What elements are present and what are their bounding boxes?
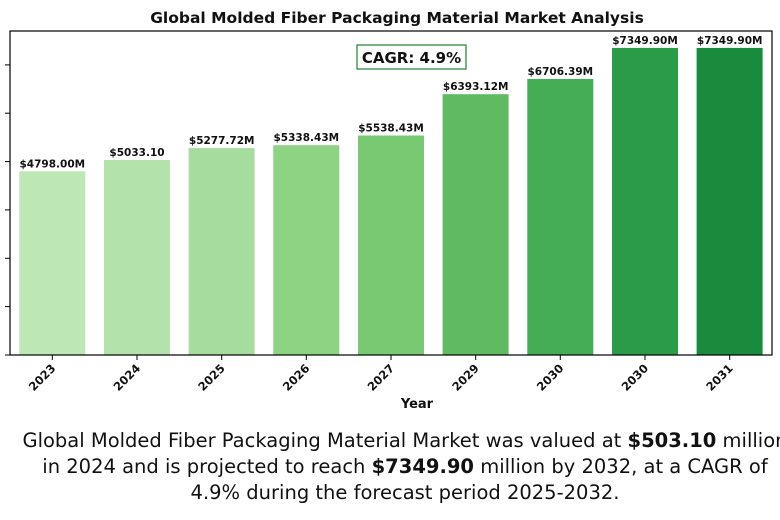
x-tick-label: 2026 — [280, 361, 313, 394]
bar-value-label: $6393.12M — [443, 81, 509, 93]
market-summary: Global Molded Fiber Packaging Material M… — [20, 428, 780, 506]
plot-frame — [9, 30, 773, 356]
bar-value-label: $5338.43M — [274, 132, 340, 144]
x-tick-label: 2025 — [195, 361, 228, 394]
x-tick-label: 2029 — [449, 361, 482, 394]
bar-2023-0 — [19, 171, 86, 355]
bar-2030-6 — [527, 79, 594, 355]
cagr-text: CAGR: 4.9% — [362, 49, 461, 67]
summary-value-2032: $7349.90 — [371, 455, 474, 478]
bar-value-label: $7349.90M — [612, 35, 678, 47]
bar-value-label: $5277.72M — [189, 135, 255, 147]
bar-value-label: $6706.39M — [528, 66, 594, 78]
bar-2025-2 — [188, 148, 255, 355]
x-axis-label: Year — [400, 397, 434, 412]
bar-value-label: $5033.10 — [109, 147, 164, 159]
bars-layer — [19, 47, 763, 356]
bar-2029-5 — [442, 94, 509, 355]
summary-text-2: million in 2024 and is projected to reac… — [42, 429, 780, 478]
bar-value-label: $5538.43M — [358, 123, 424, 135]
x-ticks-layer: 2023 2024 2025 2026 2027 2029 2030 2030 2031 — [26, 355, 736, 394]
x-tick-label: 2030 — [619, 361, 652, 394]
bar-value-label: $4798.00M — [20, 158, 86, 170]
x-tick-label: 2024 — [111, 361, 144, 394]
chart-title: Global Molded Fiber Packaging Material M… — [150, 9, 644, 27]
x-tick-label: 2027 — [365, 361, 398, 394]
cagr-annotation: CAGR: 4.9% — [356, 44, 467, 70]
bar-2024-1 — [104, 160, 170, 355]
bar-value-label: $7349.90M — [697, 35, 763, 47]
y-ticks-layer — [5, 64, 10, 356]
x-tick-label: 2023 — [26, 361, 59, 394]
summary-text-1: Global Molded Fiber Packaging Material M… — [22, 429, 628, 452]
bar-2031-8 — [696, 47, 763, 356]
x-tick-label: 2030 — [534, 361, 567, 394]
bar-2026-3 — [273, 145, 340, 355]
summary-value-2024: $503.10 — [627, 429, 717, 452]
bar-labels-layer: $4798.00M $5033.10 $5277.72M $5338.43M $5538… — [20, 35, 763, 170]
cagr-box — [356, 44, 467, 70]
x-tick-label: 2031 — [703, 361, 736, 394]
bar-2027-4 — [358, 135, 424, 355]
bar-2030-7 — [612, 47, 678, 356]
bar-chart: Global Molded Fiber Packaging Material M… — [5, 9, 773, 412]
summary-text-3: million by 2032, at a CAGR of 4.9% durin… — [190, 455, 768, 504]
